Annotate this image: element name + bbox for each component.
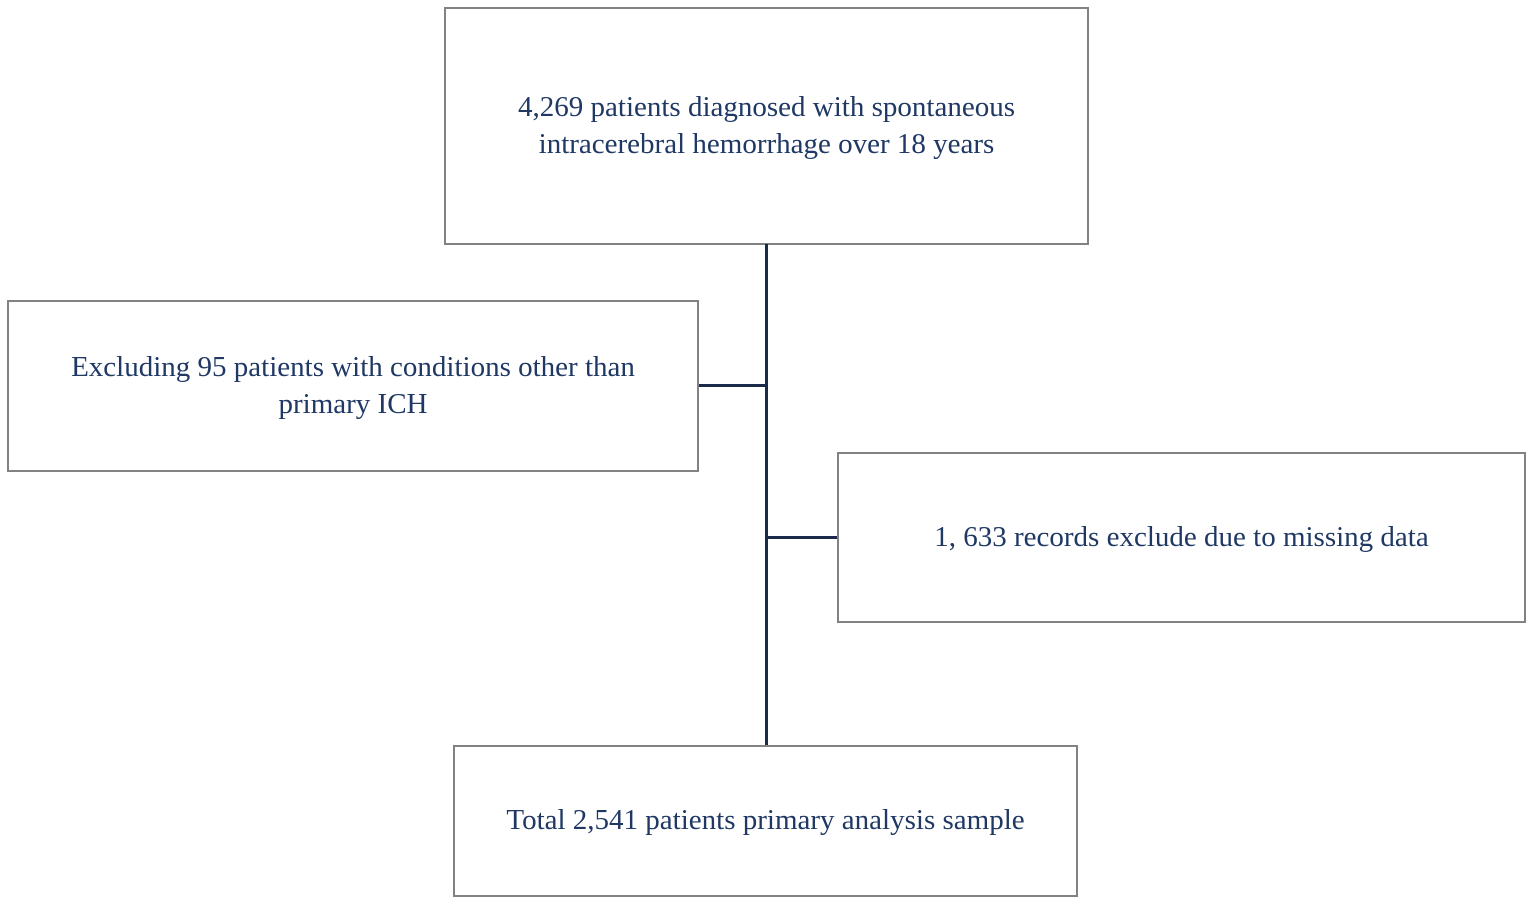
connector-right-branch-line [766,536,838,539]
flow-node-final-sample: Total 2,541 patients primary analysis sa… [453,745,1078,897]
connector-vertical-line [765,244,768,746]
flow-node-enrollment: 4,269 patients diagnosed with spontaneou… [444,7,1089,245]
flow-node-exclusion-missing-data: 1, 633 records exclude due to missing da… [837,452,1526,623]
flow-node-exclusion-conditions-text: Excluding 95 patients with conditions ot… [71,350,635,420]
flow-node-exclusion-conditions: Excluding 95 patients with conditions ot… [7,300,699,472]
flow-node-exclusion-missing-data-text: 1, 633 records exclude due to missing da… [934,520,1429,553]
connector-left-branch-line [698,384,767,387]
flow-node-final-sample-text: Total 2,541 patients primary analysis sa… [506,804,1025,837]
flow-node-enrollment-text: 4,269 patients diagnosed with spontaneou… [518,90,1015,160]
